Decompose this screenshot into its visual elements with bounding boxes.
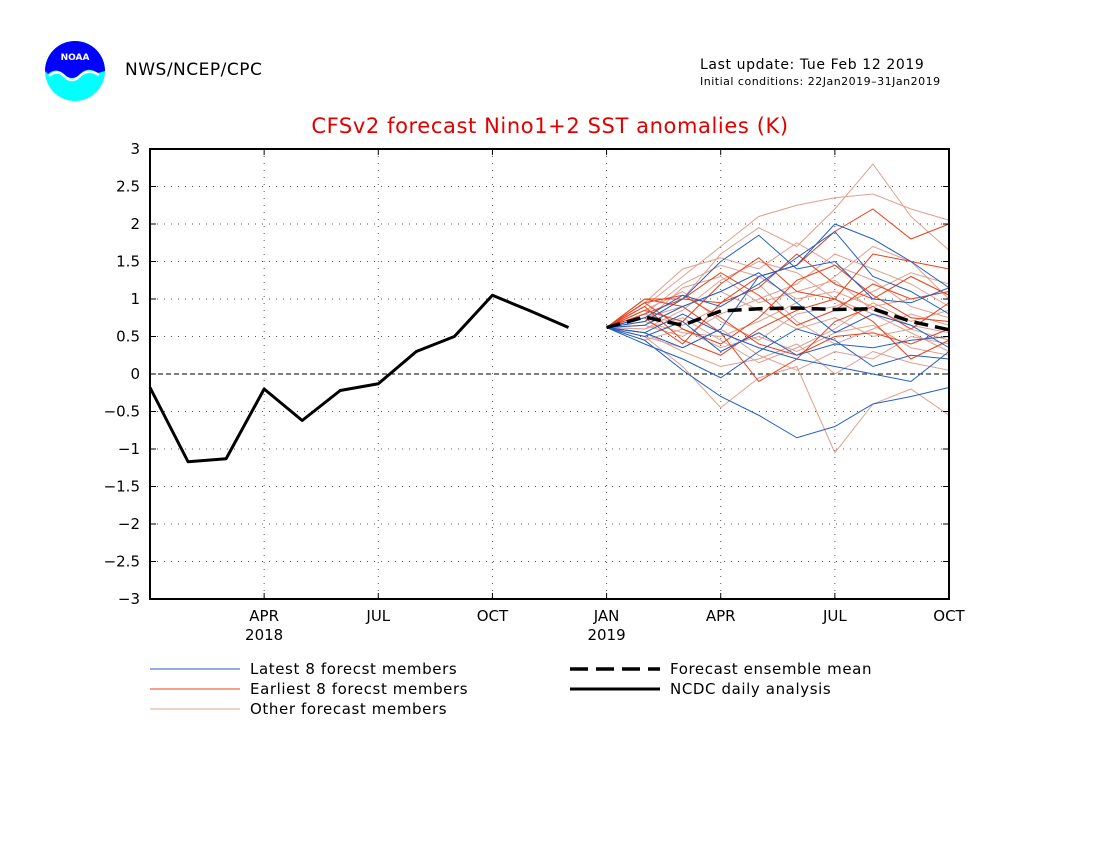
x-tick-label: OCT xyxy=(933,607,965,625)
y-tick-label: 2.5 xyxy=(116,178,140,196)
forecast-member-line-latest xyxy=(606,230,950,328)
ncdc-analysis-line xyxy=(148,293,570,464)
last-update-label: Last update: Tue Feb 12 2019 xyxy=(700,57,925,73)
forecast-member-line-other xyxy=(606,283,950,345)
legend-label-other: Other forecast members xyxy=(250,700,447,718)
y-tick-label: −1 xyxy=(118,440,140,458)
legend-label-earliest: Earliest 8 forecst members xyxy=(250,680,468,698)
forecast-member-line-latest xyxy=(606,272,950,349)
forecast-member-line-latest xyxy=(606,327,950,379)
y-tick-label: −0.5 xyxy=(104,403,140,421)
y-tick-label: 1 xyxy=(130,290,140,308)
forecast-member-line-other xyxy=(606,272,950,341)
y-tick-label: −3 xyxy=(118,590,140,608)
forecast-member-line-latest xyxy=(606,234,950,328)
plot-frame xyxy=(149,148,950,600)
legend-layer: Latest 8 forecst members Earliest 8 forec… xyxy=(150,660,872,718)
members-layer xyxy=(606,163,950,454)
chart-title: CFSv2 forecast Nino1+2 SST anomalies (K) xyxy=(311,114,789,138)
y-tick-label: 0 xyxy=(130,365,140,383)
x-tick-label: APR xyxy=(249,607,279,625)
y-tick-label: 2 xyxy=(130,215,140,233)
y-tick-label: 1.5 xyxy=(116,253,140,271)
forecast-member-line-earliest xyxy=(606,298,950,383)
y-tick-label: 0.5 xyxy=(116,328,140,346)
noaa-logo-text: NOAA xyxy=(61,53,90,63)
forecast-member-line-latest xyxy=(606,313,950,383)
org-label: NWS/NCEP/CPC xyxy=(125,60,263,80)
forecast-member-line-other xyxy=(606,245,950,338)
x-tick-label: OCT xyxy=(477,607,509,625)
forecast-member-line-other xyxy=(606,193,950,328)
x-tick-year-label: 2018 xyxy=(245,626,283,644)
ensemble-mean-line xyxy=(606,306,950,332)
initial-conditions-label: Initial conditions: 22Jan2019–31Jan2019 xyxy=(700,75,941,88)
y-tick-label: −2.5 xyxy=(104,553,140,571)
axis-layer: −3−2.5−2−1.5−1−0.500.511.522.53APR2018JU… xyxy=(104,140,966,644)
forecast-member-line-earliest xyxy=(606,294,950,356)
legend-label-mean: Forecast ensemble mean xyxy=(670,660,872,678)
forecast-member-line-other xyxy=(606,327,950,371)
y-tick-label: −2 xyxy=(118,515,140,533)
forecast-member-line-other xyxy=(606,253,950,338)
legend-label-latest: Latest 8 forecst members xyxy=(250,660,457,678)
grid-layer xyxy=(150,149,949,599)
legend-label-ncdc: NCDC daily analysis xyxy=(670,680,831,698)
x-tick-label: APR xyxy=(706,607,736,625)
forecast-member-line-latest xyxy=(606,320,950,356)
y-tick-label: −1.5 xyxy=(104,478,140,496)
forecast-member-line-other xyxy=(606,242,950,328)
forecast-member-line-earliest xyxy=(606,264,950,345)
forecast-member-line-latest xyxy=(606,327,950,439)
x-tick-label: JUL xyxy=(822,607,847,625)
noaa-logo: NOAA xyxy=(45,41,105,101)
x-tick-year-label: 2019 xyxy=(587,626,625,644)
y-tick-label: 3 xyxy=(130,140,140,158)
main-layer xyxy=(148,293,950,464)
x-tick-label: JUL xyxy=(365,607,390,625)
x-tick-label: JAN xyxy=(593,607,620,625)
